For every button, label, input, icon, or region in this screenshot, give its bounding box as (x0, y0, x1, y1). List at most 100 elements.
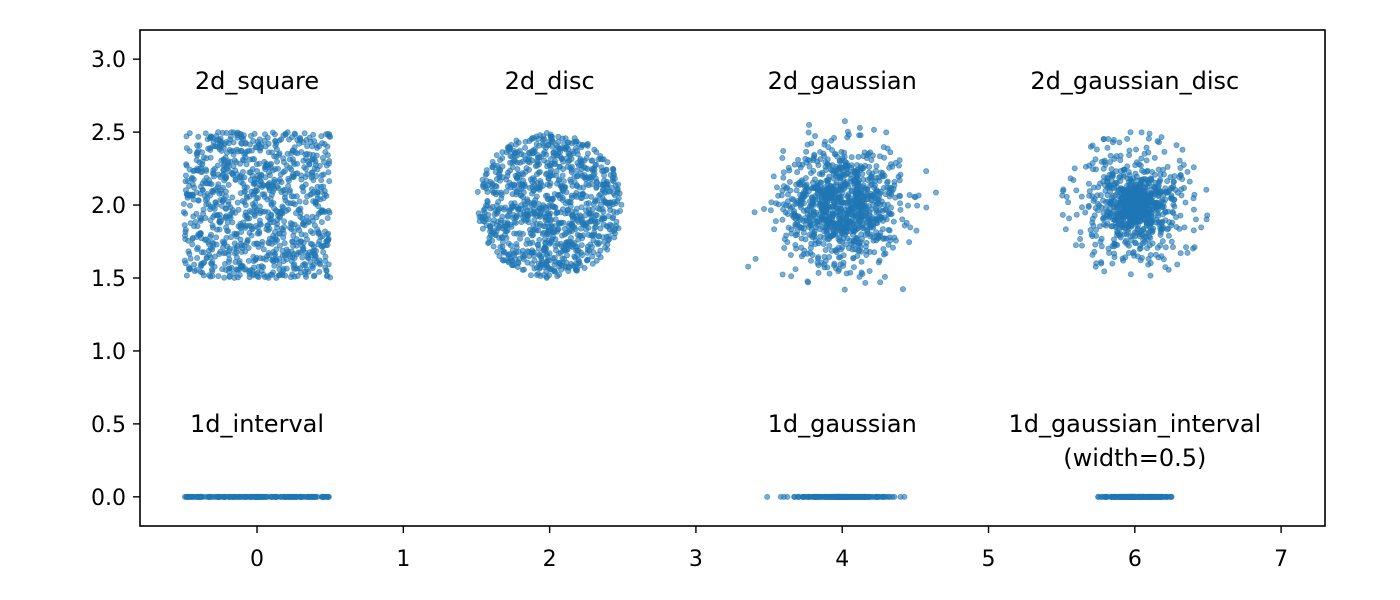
data-point (1116, 139, 1123, 146)
data-point (524, 237, 531, 244)
data-point (1097, 192, 1104, 199)
data-point (268, 211, 275, 218)
data-point (779, 271, 786, 278)
data-point (780, 169, 787, 176)
data-point (276, 242, 283, 249)
data-point (483, 167, 490, 174)
data-point (1184, 249, 1191, 256)
data-point (891, 178, 898, 185)
data-point (541, 148, 548, 155)
data-point (294, 272, 301, 279)
data-point (318, 177, 325, 184)
data-point (1092, 241, 1099, 248)
data-point (530, 232, 537, 239)
data-point (270, 232, 277, 239)
data-point (231, 157, 238, 164)
data-point (1060, 186, 1067, 193)
data-point (1104, 184, 1111, 191)
data-point (844, 192, 851, 199)
data-point (554, 209, 561, 216)
data-point (565, 158, 572, 165)
data-point (1059, 211, 1066, 218)
data-point (807, 222, 814, 229)
data-point (1150, 205, 1157, 212)
data-point (881, 493, 888, 500)
data-point (1072, 242, 1079, 249)
data-point (1109, 243, 1116, 250)
data-point (274, 158, 281, 165)
data-point (236, 271, 243, 278)
data-point (579, 172, 586, 179)
data-point (216, 251, 223, 258)
data-point (226, 245, 233, 252)
data-point (1133, 146, 1140, 153)
data-point (1158, 219, 1165, 226)
data-point (780, 174, 787, 181)
data-point (611, 234, 618, 241)
data-point (282, 272, 289, 279)
series-2d_gaussian_disc (1059, 129, 1211, 279)
data-point (288, 134, 295, 141)
data-point (210, 189, 217, 196)
data-point (876, 493, 883, 500)
data-point (786, 178, 793, 185)
data-point (1100, 214, 1107, 221)
data-point (881, 235, 888, 242)
data-point (1134, 253, 1141, 260)
data-point (822, 159, 829, 166)
data-point (195, 133, 202, 140)
data-point (890, 244, 897, 251)
data-point (234, 199, 241, 206)
data-point (1062, 226, 1069, 233)
data-point (1150, 493, 1157, 500)
data-point (607, 221, 614, 228)
data-point (858, 217, 865, 224)
data-point (1177, 250, 1184, 257)
data-point (531, 146, 538, 153)
data-point (288, 225, 295, 232)
data-point (591, 166, 598, 173)
data-point (615, 225, 622, 232)
data-point (1130, 232, 1137, 239)
data-point (1151, 154, 1158, 161)
data-point (221, 274, 228, 281)
data-point (239, 264, 246, 271)
data-point (837, 184, 844, 191)
data-point (888, 211, 895, 218)
data-point (1181, 185, 1188, 192)
data-point (1077, 229, 1084, 236)
data-point (202, 214, 209, 221)
data-point (251, 176, 258, 183)
data-point (548, 161, 555, 168)
data-point (565, 139, 572, 146)
data-point (310, 177, 317, 184)
data-point (1110, 208, 1117, 215)
data-point (202, 130, 209, 137)
data-point (830, 230, 837, 237)
data-point (1137, 180, 1144, 187)
data-point (557, 249, 564, 256)
data-point (568, 235, 575, 242)
series-1d_gaussian_interval (1095, 493, 1175, 500)
data-point (593, 161, 600, 168)
data-point (1086, 162, 1093, 169)
data-point (801, 225, 808, 232)
data-point (302, 165, 309, 172)
data-point (793, 231, 800, 238)
data-point (751, 209, 758, 216)
data-point (1145, 208, 1152, 215)
data-point (1143, 144, 1150, 151)
data-point (777, 493, 784, 500)
data-point (547, 210, 554, 217)
data-point (1143, 157, 1150, 164)
data-point (247, 267, 254, 274)
group-label: 1d_gaussian (768, 410, 917, 438)
data-point (220, 167, 227, 174)
data-point (509, 262, 516, 269)
data-point (489, 187, 496, 194)
data-point (845, 183, 852, 190)
data-point (260, 246, 267, 253)
data-point (290, 159, 297, 166)
data-point (553, 172, 560, 179)
data-point (237, 173, 244, 180)
